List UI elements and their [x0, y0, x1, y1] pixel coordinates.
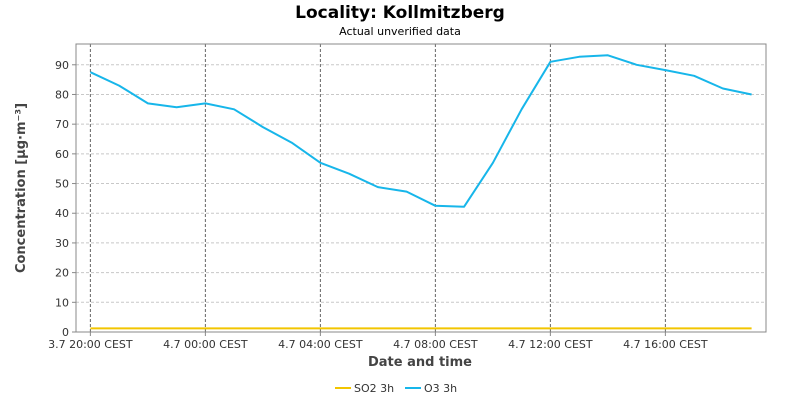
plot-frame — [75, 43, 767, 333]
chart-title: Locality: Kollmitzberg — [295, 3, 505, 23]
x-tick-label: 4.7 08:00 CEST — [393, 338, 478, 351]
y-tick-label: 30 — [55, 237, 69, 250]
chart-subtitle: Actual unverified data — [339, 25, 461, 38]
x-axis-title: Date and time — [368, 355, 472, 370]
y-tick-label: 60 — [55, 148, 69, 161]
x-tick-label: 4.7 04:00 CEST — [278, 338, 363, 351]
y-tick-label: 20 — [55, 267, 69, 280]
legend: SO2 3h O3 3h — [335, 382, 457, 395]
x-tick-label: 4.7 16:00 CEST — [623, 338, 708, 351]
y-tick-label: 40 — [55, 207, 69, 220]
y-tick-label: 90 — [55, 59, 69, 72]
series-layer — [89, 54, 752, 330]
y-tick-label: 0 — [62, 326, 69, 339]
legend-label-so2-3h: SO2 3h — [354, 382, 394, 395]
legend-label-o3-3h: O3 3h — [424, 382, 457, 395]
grid-layer — [76, 44, 766, 332]
y-tick-label: 10 — [55, 296, 69, 309]
y-tick-label: 50 — [55, 178, 69, 191]
tick-layer: 0 10 20 30 40 50 60 70 80 90 3.7 20:00 CEST 4.7 00:… — [48, 59, 708, 351]
y-axis-title: Concentration [µg·m⁻³] — [14, 103, 29, 273]
series-line-o3-3h — [89, 54, 752, 208]
y-tick-label: 80 — [55, 88, 69, 101]
x-tick-label: 4.7 00:00 CEST — [163, 338, 248, 351]
x-tick-label: 3.7 20:00 CEST — [48, 338, 133, 351]
y-tick-label: 70 — [55, 118, 69, 131]
x-tick-label: 4.7 12:00 CEST — [508, 338, 593, 351]
